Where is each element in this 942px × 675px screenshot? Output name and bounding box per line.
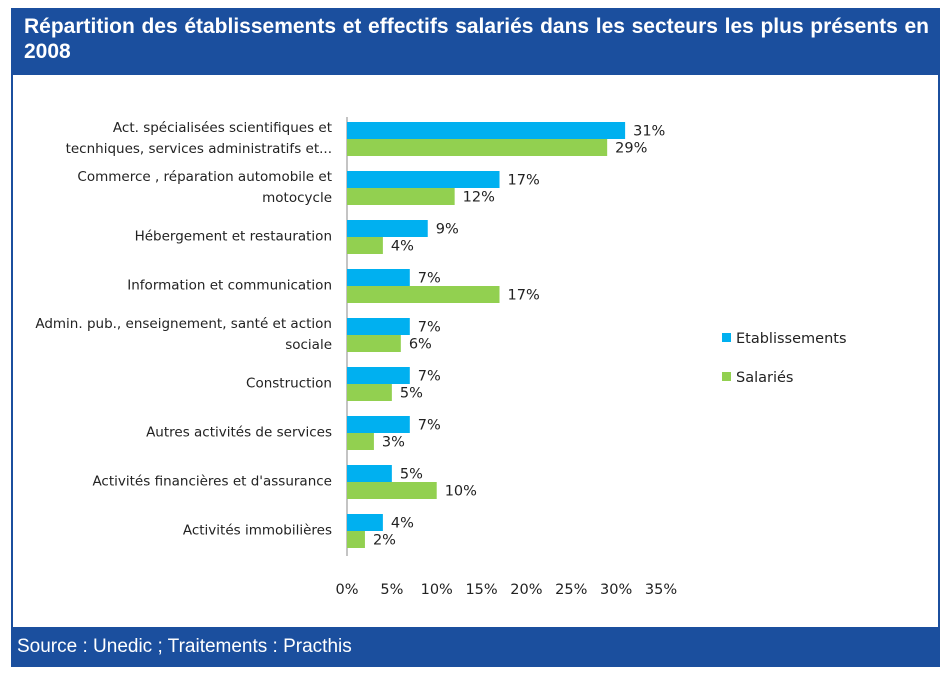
value-label: 3% — [382, 435, 405, 451]
value-label: 7% — [418, 271, 441, 287]
value-label: 7% — [418, 418, 441, 434]
category-label: Autres activités de services — [146, 424, 332, 441]
value-label: 31% — [633, 124, 665, 140]
value-label: 5% — [400, 386, 423, 402]
category-label: Hébergement et restauration — [134, 228, 332, 245]
value-label: 7% — [418, 320, 441, 336]
bar — [347, 139, 608, 156]
category-label: Information et communication — [127, 277, 332, 294]
value-label: 2% — [373, 533, 396, 549]
value-label: 10% — [445, 484, 477, 500]
border — [11, 75, 13, 627]
x-tick-label: 20% — [510, 582, 542, 598]
bar — [347, 335, 401, 352]
value-label: 9% — [436, 222, 459, 238]
x-tick-label: 25% — [555, 582, 587, 598]
bar — [347, 122, 626, 139]
bar — [347, 531, 365, 548]
header — [11, 8, 940, 75]
bar — [347, 220, 428, 237]
legend-swatch — [722, 333, 731, 342]
value-label: 4% — [391, 516, 414, 532]
value-label: 5% — [400, 467, 423, 483]
bar — [347, 384, 392, 401]
x-tick-label: 15% — [465, 582, 497, 598]
bar — [347, 433, 374, 450]
category-label: Act. spécialisées scientifiques et tecnh… — [65, 120, 332, 157]
bar — [347, 171, 500, 188]
value-label: 7% — [418, 369, 441, 385]
legend-label: Etablissements — [736, 331, 847, 347]
bar — [347, 269, 410, 286]
legend-swatch — [722, 372, 731, 381]
footer — [11, 627, 940, 667]
bar — [347, 286, 500, 303]
category-label: Admin. pub., enseignement, santé et acti… — [35, 316, 332, 353]
value-label: 12% — [463, 190, 495, 206]
value-label: 4% — [391, 239, 414, 255]
x-tick-label: 10% — [421, 582, 453, 598]
value-label: 6% — [409, 337, 432, 353]
bar — [347, 318, 410, 335]
value-label: 29% — [615, 141, 647, 157]
x-tick-label: 0% — [335, 582, 358, 598]
border — [938, 75, 940, 627]
chart-title: Répartition des établissements et effect… — [24, 15, 929, 63]
category-label: Construction — [246, 375, 332, 392]
x-tick-label: 30% — [600, 582, 632, 598]
bar — [347, 367, 410, 384]
bar — [347, 465, 392, 482]
bar — [347, 188, 455, 205]
bar — [347, 482, 437, 499]
bar — [347, 416, 410, 433]
source: Source : Unedic ; Traitements : Practhis — [17, 636, 352, 657]
category-label: Commerce , réparation automobile et moto… — [77, 169, 332, 206]
bar — [347, 237, 383, 254]
value-label: 17% — [508, 173, 540, 189]
x-tick-label: 5% — [380, 582, 403, 598]
category-label: Activités immobilières — [182, 522, 332, 539]
category-label: Activités financières et d'assurance — [92, 473, 332, 490]
x-tick-label: 35% — [645, 582, 677, 598]
value-label: 17% — [508, 288, 540, 304]
bar — [347, 514, 383, 531]
legend-label: Salariés — [736, 370, 793, 386]
